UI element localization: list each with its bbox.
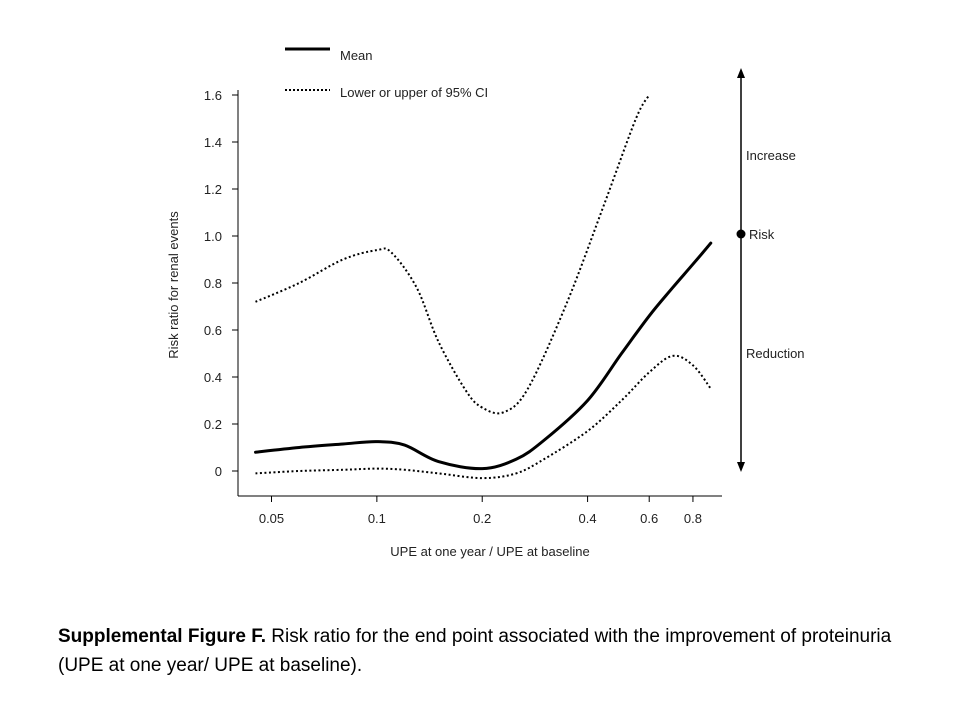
figure-caption: Supplemental Figure F. Risk ratio for th… — [58, 622, 928, 680]
y-axis-label: Risk ratio for renal events — [166, 211, 181, 359]
arrow-up-icon — [737, 68, 745, 78]
y-tick-label: 0.4 — [204, 370, 222, 385]
x-axis-ticks: 0.05 0.1 0.2 0.4 0.6 0.8 — [259, 496, 702, 526]
caption-title: Supplemental Figure F. — [58, 626, 266, 647]
y-tick-label: 0 — [215, 464, 222, 479]
risk-marker — [736, 229, 746, 239]
increase-label: Increase — [746, 148, 796, 163]
y-tick-label: 1.2 — [204, 182, 222, 197]
y-tick-label: 1.0 — [204, 229, 222, 244]
legend-mean-label: Mean — [340, 48, 373, 63]
ci-upper-line — [255, 94, 651, 415]
y-tick-label: 0.6 — [204, 323, 222, 338]
mean-line — [254, 241, 713, 471]
caption-text: Risk ratio for the end point associated … — [58, 626, 892, 676]
chart-legend: Mean Lower or upper of 95% CI — [285, 47, 488, 100]
arrow-down-icon — [737, 462, 745, 472]
x-tick-label: 0.6 — [640, 511, 658, 526]
x-axis-label: UPE at one year / UPE at baseline — [390, 544, 589, 559]
y-tick-label: 0.8 — [204, 276, 222, 291]
legend-ci-label: Lower or upper of 95% CI — [340, 85, 488, 100]
x-tick-label: 0.2 — [473, 511, 491, 526]
x-tick-label: 0.8 — [684, 511, 702, 526]
series-layer — [254, 94, 713, 480]
reduction-label: Reduction — [746, 346, 805, 361]
risk-label: Risk — [749, 227, 775, 242]
risk-ratio-chart: Mean Lower or upper of 95% CI 0 0.2 0.4 0.6… — [166, 47, 805, 559]
y-tick-label: 0.2 — [204, 417, 222, 432]
y-axis-ticks: 0 0.2 0.4 0.6 0.8 1.0 1.2 1.4 1.6 — [204, 88, 238, 479]
y-tick-label: 1.6 — [204, 88, 222, 103]
y-tick-label: 1.4 — [204, 135, 222, 150]
risk-arrow-annotation: Increase Risk Reduction — [736, 68, 805, 472]
ci-lower-line — [255, 354, 712, 480]
x-tick-label: 0.1 — [368, 511, 386, 526]
x-tick-label: 0.4 — [579, 511, 597, 526]
x-tick-label: 0.05 — [259, 511, 284, 526]
